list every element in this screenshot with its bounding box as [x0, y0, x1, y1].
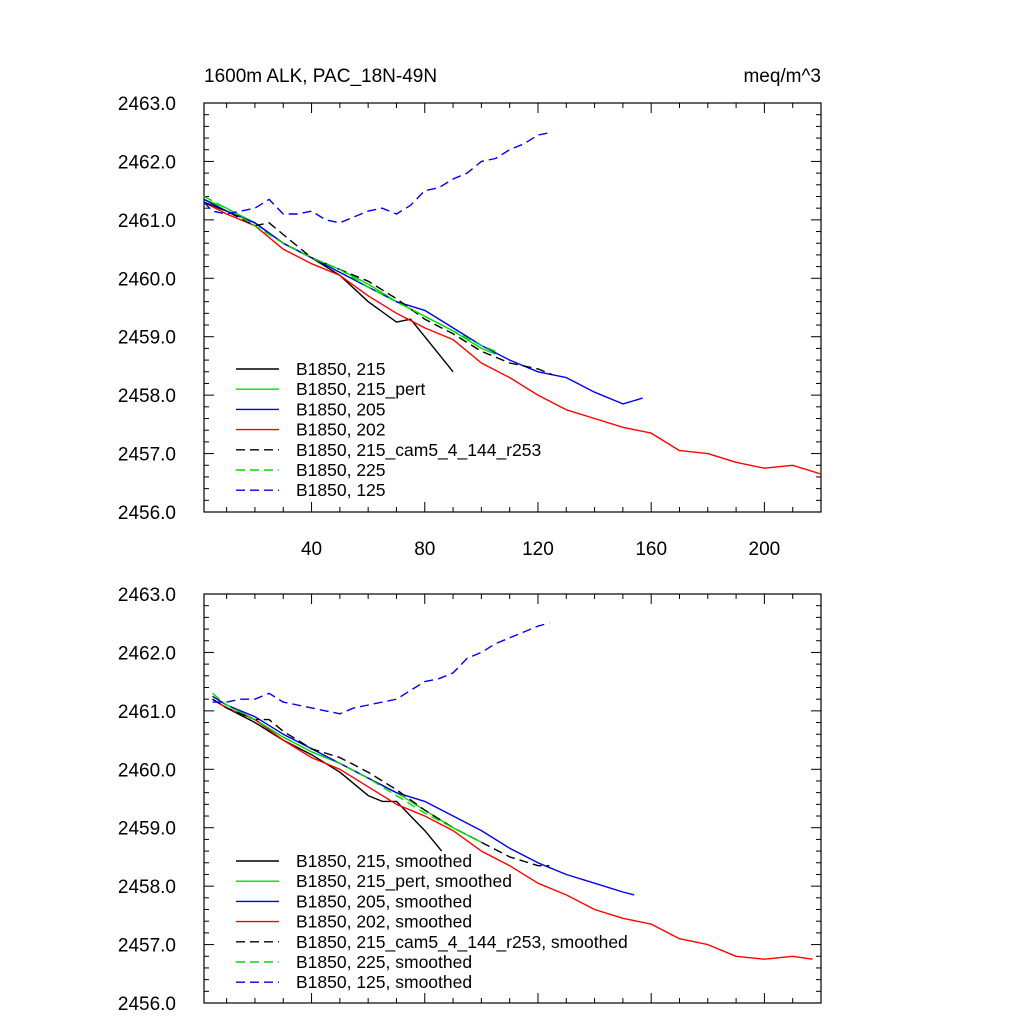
- legend-label: B1850, 215: [296, 359, 386, 379]
- legend-label: B1850, 125, smoothed: [296, 972, 472, 992]
- legend-label: B1850, 205: [296, 399, 386, 419]
- series-line: [212, 698, 550, 867]
- series-line: [212, 622, 550, 715]
- legend-label: B1850, 215_pert: [296, 379, 426, 400]
- y-tick-label: 2456.0: [118, 503, 176, 524]
- y-tick-label: 2459.0: [118, 819, 176, 840]
- x-tick-label: 40: [301, 539, 322, 560]
- series-line: [212, 692, 482, 843]
- legend-label: B1850, 225: [296, 460, 386, 480]
- y-tick-label: 2461.0: [118, 702, 176, 723]
- top-panel: 2456.0 2457.0 2458.0 2459.0 2460.0 2461.0 2462…: [118, 94, 822, 560]
- legend-label: B1850, 125: [296, 480, 386, 500]
- plot-frame: [203, 593, 822, 1004]
- legend-label: B1850, 205, smoothed: [296, 891, 472, 911]
- series-line: [212, 695, 635, 896]
- series-line: [212, 698, 443, 852]
- series-line: [203, 201, 553, 376]
- y-tick-label: 2460.0: [118, 760, 176, 781]
- legend-label: B1850, 202, smoothed: [296, 912, 472, 932]
- series-line: [203, 131, 553, 224]
- legend-label: B1850, 202: [296, 420, 386, 440]
- y-tick-label: 2462.0: [118, 152, 176, 173]
- legend-label: B1850, 215_cam5_4_144_r253, smoothed: [296, 932, 628, 953]
- series-line: [203, 198, 643, 405]
- plot-frame: [203, 102, 822, 513]
- x-tick-label: 200: [749, 539, 781, 560]
- y-tick-label: 2460.0: [118, 269, 176, 290]
- y-tick-label: 2459.0: [118, 328, 176, 349]
- y-tick-label: 2461.0: [118, 211, 176, 232]
- series-line: [203, 201, 822, 475]
- units-label: meq/m^3: [743, 66, 821, 87]
- bottom-panel: 2456.0 2457.0 2458.0 2459.0 2460.0 2461.0 2462…: [118, 585, 822, 1015]
- y-tick-label: 2457.0: [118, 936, 176, 957]
- legend-label: B1850, 215, smoothed: [296, 851, 472, 871]
- y-tick-label: 2456.0: [118, 994, 176, 1015]
- x-tick-label: 120: [522, 539, 554, 560]
- x-tick-label: 160: [635, 539, 667, 560]
- legend-label: B1850, 215_pert, smoothed: [296, 871, 512, 892]
- series-line: [212, 698, 813, 960]
- y-tick-label: 2458.0: [118, 877, 176, 898]
- y-tick-label: 2457.0: [118, 445, 176, 466]
- chart-title: 1600m ALK, PAC_18N-49N: [204, 66, 437, 87]
- series-line: [203, 201, 454, 373]
- series-line: [203, 195, 496, 352]
- y-tick-label: 2463.0: [118, 585, 176, 606]
- legend-label: B1850, 215_cam5_4_144_r253: [296, 440, 541, 461]
- x-tick-label: 80: [414, 539, 435, 560]
- y-tick-label: 2463.0: [118, 94, 176, 115]
- legend-label: B1850, 225, smoothed: [296, 952, 472, 972]
- y-tick-label: 2462.0: [118, 643, 176, 664]
- y-tick-label: 2458.0: [118, 386, 176, 407]
